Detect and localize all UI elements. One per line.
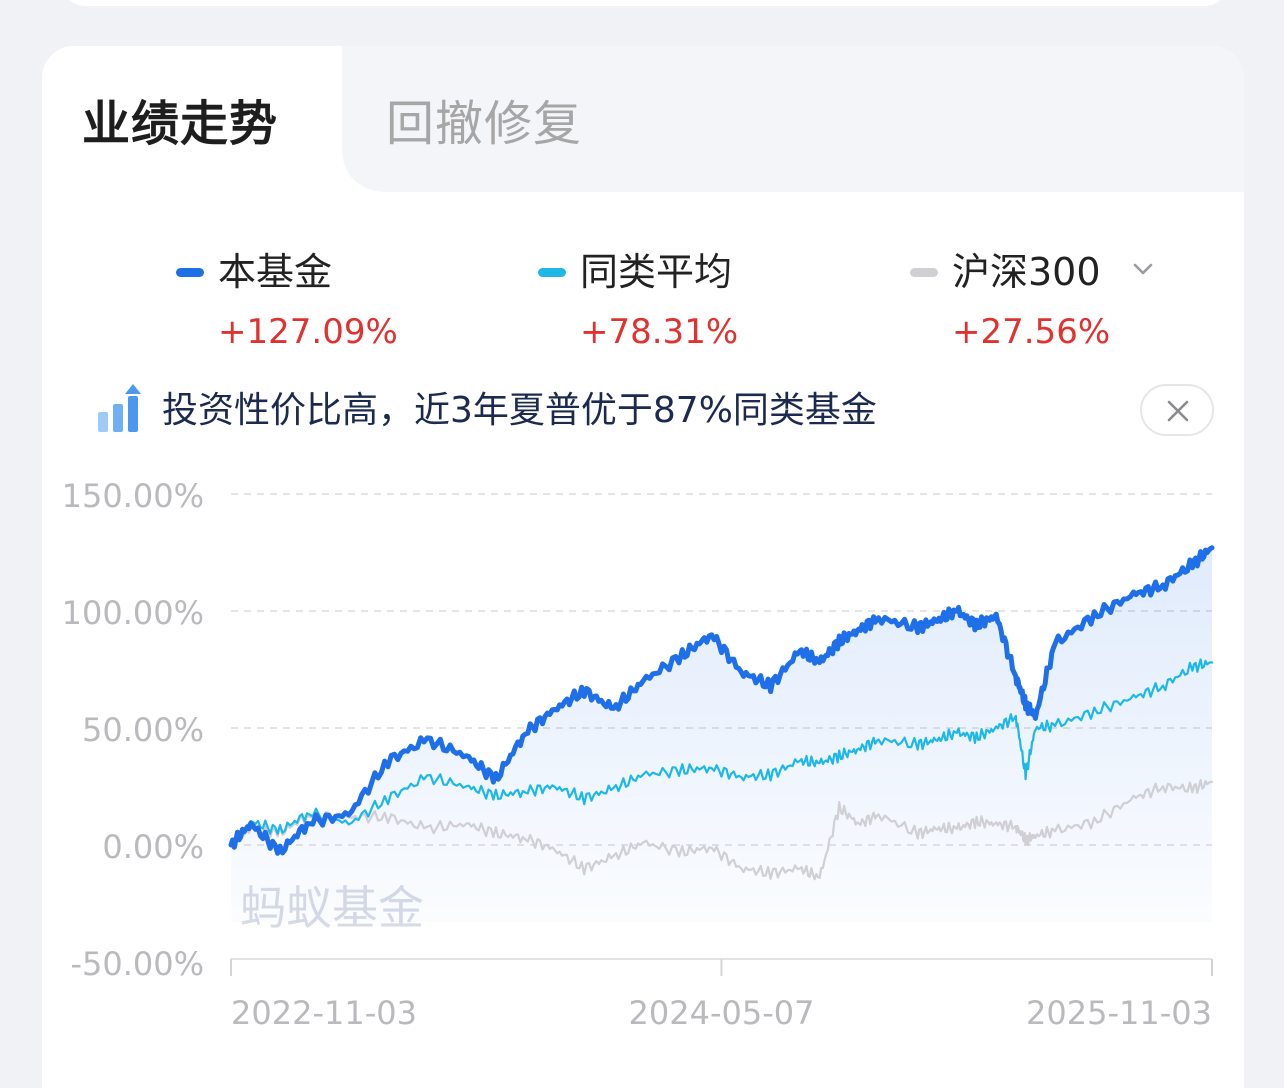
legend-row: 本基金 +127.09% 同类平均 +78.31% 沪深300 +27.56%	[42, 192, 1244, 372]
legend-swatch-index	[910, 268, 938, 277]
legend-return-peer-average: +78.31%	[580, 312, 739, 352]
series-line-peer-average	[229, 658, 1214, 848]
bar-chart-up-icon	[98, 384, 141, 432]
y-tick-label: 0.00%	[102, 828, 204, 866]
legend-name-peer-average: 同类平均	[580, 250, 733, 294]
tab-drawdown-recovery[interactable]: 回撤修复	[386, 96, 583, 152]
series-area-fund	[231, 547, 1212, 922]
tab-performance-trend[interactable]: 业绩走势	[82, 96, 279, 152]
y-tick-label: -50.00%	[70, 945, 204, 983]
legend-return-index: +27.56%	[952, 312, 1111, 352]
series-line-fund	[228, 545, 1215, 856]
chevron-down-icon[interactable]	[1132, 258, 1154, 280]
notice-banner: 投资性价比高，近3年夏普优于87%同类基金	[42, 372, 1244, 462]
legend-swatch-fund	[176, 268, 204, 277]
close-icon	[1167, 400, 1189, 422]
legend-return-fund: +127.09%	[218, 312, 398, 352]
performance-card: 业绩走势 回撤修复 本基金 +127.09% 同类平均 +78.31% 沪深30…	[42, 46, 1244, 1088]
y-tick-label: 150.00%	[62, 477, 204, 515]
tab-bar: 业绩走势 回撤修复	[42, 46, 1244, 192]
legend-name-fund: 本基金	[218, 250, 333, 294]
legend-swatch-peer-average	[538, 268, 566, 277]
legend-name-index: 沪深300	[952, 250, 1101, 294]
tab-bar-inactive-area	[342, 46, 1244, 192]
tab-active-background	[42, 46, 382, 192]
series-line-index	[229, 779, 1214, 881]
close-notice-button[interactable]	[1140, 384, 1214, 436]
x-tick-label: 2025-11-03	[1026, 994, 1212, 1032]
y-tick-label: 50.00%	[82, 711, 204, 749]
x-tick-label: 2022-11-03	[231, 994, 417, 1032]
previous-card-edge	[60, 0, 1230, 6]
x-tick-label: 2024-05-07	[629, 994, 815, 1032]
performance-line-chart: 150.00%100.00%50.00%0.00%-50.00% 蚂蚁基金 20…	[62, 477, 1215, 1032]
notice-text: 投资性价比高，近3年夏普优于87%同类基金	[162, 390, 877, 431]
y-tick-label: 100.00%	[62, 594, 204, 632]
